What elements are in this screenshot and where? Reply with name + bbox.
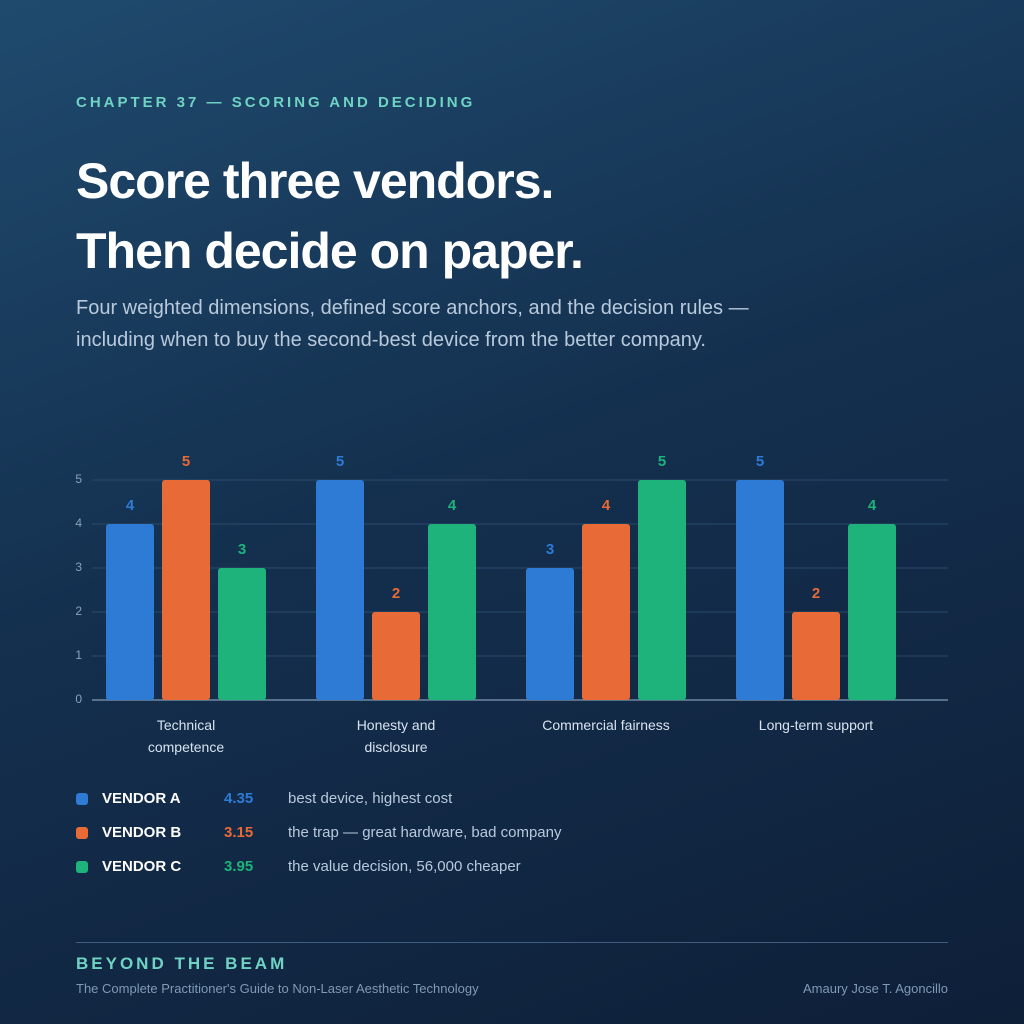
bar <box>428 524 476 700</box>
bar <box>218 568 266 700</box>
y-tick-label: 0 <box>75 692 82 706</box>
author: Amaury Jose T. Agoncillo <box>803 981 948 996</box>
bar <box>848 524 896 700</box>
x-tick-label: Technical competence <box>147 717 225 755</box>
x-tick-label: Long-term support <box>758 717 874 733</box>
y-tick-label: 1 <box>75 648 82 662</box>
brand: BEYOND THE BEAM <box>76 954 288 973</box>
value-label: 4 <box>602 497 611 514</box>
legend-swatch <box>76 861 88 873</box>
chapter-label: CHAPTER 37 — SCORING AND DECIDING <box>76 94 476 111</box>
value-label: 3 <box>546 541 554 558</box>
value-label: 5 <box>182 453 190 470</box>
bar <box>316 480 364 700</box>
legend-score: 3.15 <box>224 824 254 841</box>
y-tick-label: 2 <box>75 604 82 618</box>
legend-name: VENDOR C <box>102 858 182 875</box>
x-tick-label: Honesty and disclosure <box>356 717 436 755</box>
value-label: 4 <box>448 497 457 514</box>
value-label: 4 <box>868 497 877 514</box>
intro: Four weighted dimensions, defined score … <box>76 297 749 351</box>
legend-swatch <box>76 827 88 839</box>
y-tick-label: 5 <box>75 472 82 486</box>
value-label: 5 <box>756 453 764 470</box>
legend-note: best device, highest cost <box>288 790 453 807</box>
bar <box>106 524 154 700</box>
headline: Score three vendors. <box>76 153 554 209</box>
legend-name: VENDOR B <box>102 824 182 841</box>
y-tick-label: 3 <box>75 560 82 574</box>
legend-swatch <box>76 793 88 805</box>
divider <box>76 942 948 943</box>
value-label: 5 <box>336 453 344 470</box>
value-label: 5 <box>658 453 666 470</box>
bar <box>162 480 210 700</box>
legend-note: the value decision, 56,000 cheaper <box>288 858 521 875</box>
headline: Then decide on paper. <box>76 223 584 279</box>
legend-note: the trap — great hardware, bad company <box>288 824 562 841</box>
value-label: 2 <box>812 585 820 602</box>
bar <box>792 612 840 700</box>
value-label: 2 <box>392 585 400 602</box>
bar <box>526 568 574 700</box>
bar <box>638 480 686 700</box>
legend-score: 4.35 <box>224 790 254 807</box>
y-tick-label: 4 <box>75 516 82 530</box>
value-label: 4 <box>126 497 135 514</box>
bar <box>736 480 784 700</box>
footer-subtitle: The Complete Practitioner's Guide to Non… <box>76 981 479 996</box>
legend-score: 3.95 <box>224 858 254 875</box>
x-tick-label: Commercial fairness <box>542 717 670 733</box>
bar <box>582 524 630 700</box>
legend-name: VENDOR A <box>102 790 181 807</box>
value-label: 3 <box>238 541 246 558</box>
bar <box>372 612 420 700</box>
